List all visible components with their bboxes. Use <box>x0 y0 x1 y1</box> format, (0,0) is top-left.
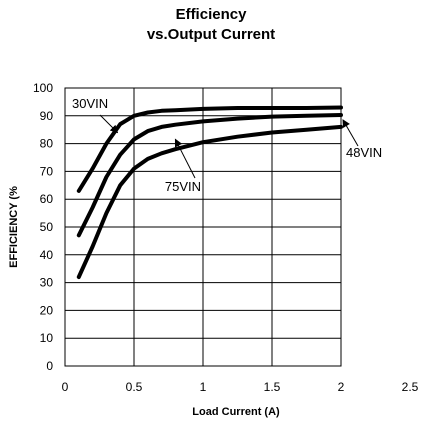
y-tick-label: 100 <box>33 81 53 95</box>
y-tick-label: 40 <box>40 248 54 262</box>
x-tick-label: 1 <box>200 380 207 394</box>
y-tick-label: 30 <box>40 276 54 290</box>
x-tick-label: 1.5 <box>264 380 281 394</box>
y-tick-label: 0 <box>46 359 53 373</box>
annotation-arrow-30vin <box>99 114 119 134</box>
tick-labels: 0 0.5 1 1.5 2 2.5 0 10 20 30 40 50 60 70 80 90 100 <box>33 81 419 394</box>
annotation-arrow-75vin <box>174 138 196 179</box>
y-tick-label: 60 <box>40 192 54 206</box>
annotation-label-75vin: 75VIN <box>165 179 201 194</box>
chart-title: Efficiency <box>175 6 247 23</box>
chart-subtitle: vs.Output Current <box>146 26 276 43</box>
y-tick-label: 10 <box>40 331 54 345</box>
annotation-arrow-48vin <box>342 119 359 147</box>
y-tick-label: 70 <box>40 164 54 178</box>
y-tick-label: 20 <box>40 303 54 317</box>
annotation-label-48vin: 48VIN <box>346 145 382 160</box>
annotations: 30VIN 48VIN 75VIN <box>72 96 382 194</box>
series-line-48vin <box>76 113 343 238</box>
y-tick-label: 50 <box>40 220 54 234</box>
x-tick-label: 2 <box>338 380 345 394</box>
x-tick-label: 2.5 <box>402 380 419 394</box>
annotation-label-30vin: 30VIN <box>72 96 108 111</box>
y-tick-label: 80 <box>40 137 54 151</box>
x-tick-label: 0.5 <box>126 380 143 394</box>
series-group <box>76 105 343 279</box>
series-line-30vin <box>76 105 343 193</box>
y-tick-label: 90 <box>40 109 54 123</box>
x-axis-label: Load Current (A) <box>192 406 280 418</box>
y-axis-label: EFFICIENCY (% <box>8 186 20 268</box>
series-line-75vin <box>76 124 343 279</box>
plot-frame <box>64 87 342 367</box>
x-tick-label: 0 <box>62 380 69 394</box>
